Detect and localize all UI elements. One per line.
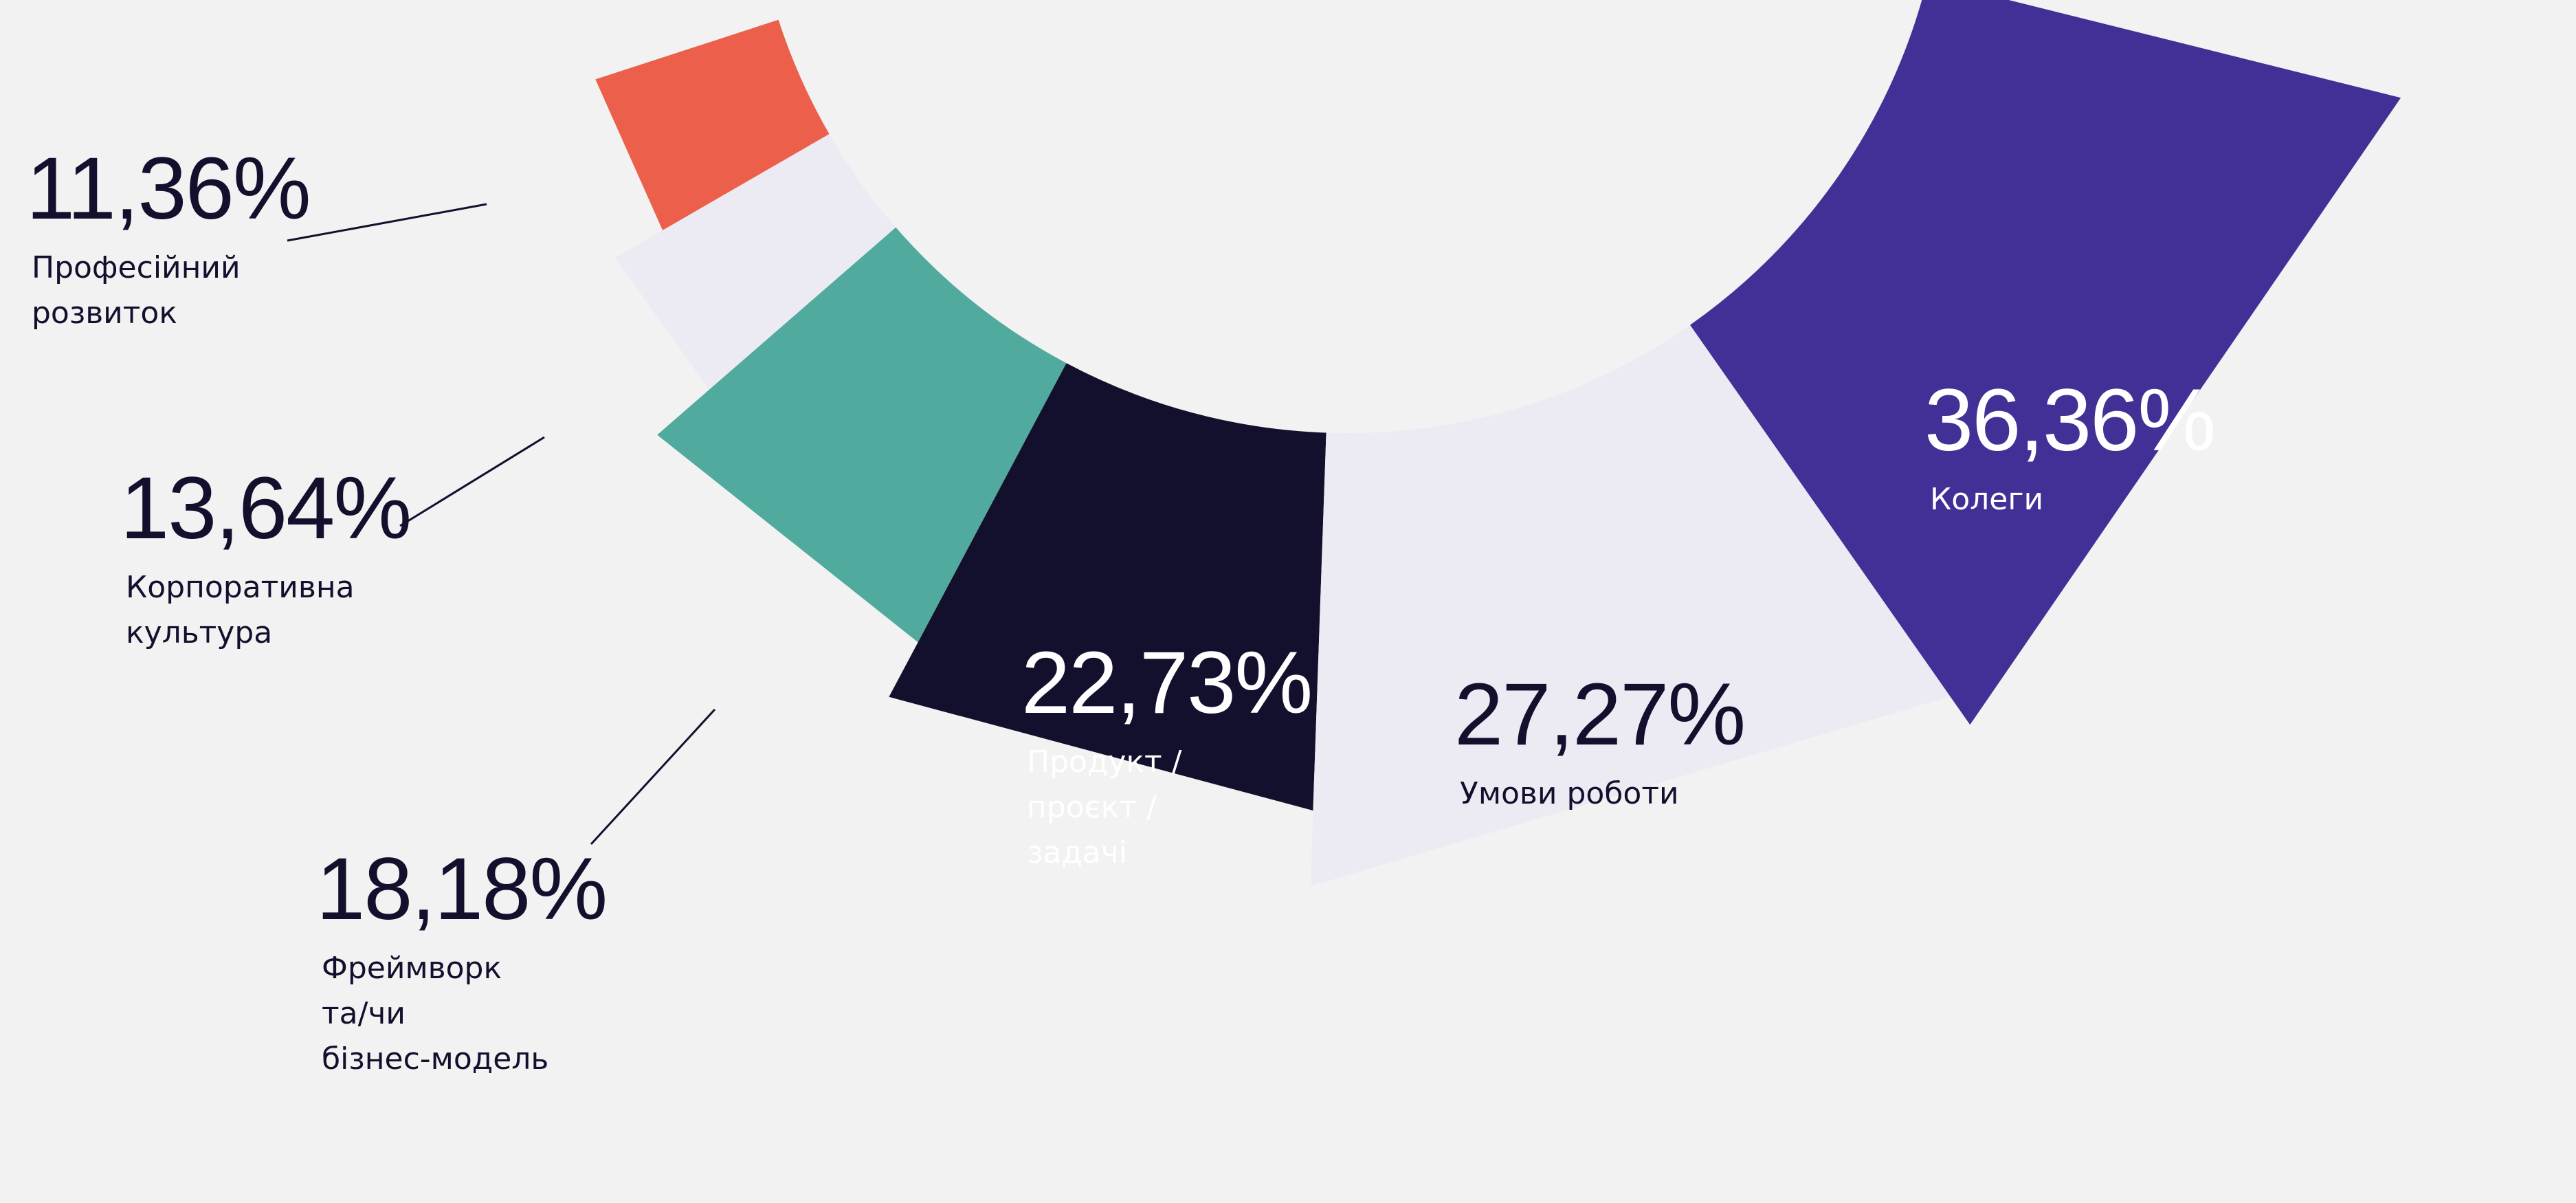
chart-category-label: та/чи: [322, 996, 406, 1031]
chart-value-label: 36,36%: [1924, 371, 2214, 470]
chart-category-label: Умови роботи: [1460, 776, 1679, 811]
chart-leader-lines: [287, 203, 716, 846]
chart-value-label: 18,18%: [316, 840, 606, 938]
chart-slice: [657, 227, 1067, 643]
chart-value-label: 11,36%: [26, 140, 310, 238]
chart-slice: [595, 19, 830, 231]
chart-category-label: культура: [126, 615, 272, 650]
chart-category-label: Професійний: [32, 250, 241, 285]
chart-category-label: Фреймворк: [322, 951, 502, 986]
chart-category-label: розвиток: [32, 296, 177, 331]
chart-category-label: бізнес-модель: [322, 1041, 548, 1077]
chart-labels: 11,36% Професійний розвиток 13,64% Корпорати…: [26, 140, 2216, 1077]
chart-category-label: Корпоративна: [126, 570, 355, 605]
chart-slices: [595, 0, 2401, 887]
chart-category-label: проєкт /: [1027, 790, 1157, 825]
chart-category-label: Колеги: [1930, 482, 2043, 517]
chart-leader-line: [590, 708, 716, 846]
chart-leader-line: [399, 436, 545, 527]
chart-value-label: 22,73%: [1021, 634, 1311, 732]
chart-category-label: задачі: [1027, 835, 1127, 870]
chart-value-label: 13,64%: [120, 459, 410, 558]
chart-slice: [889, 363, 1326, 811]
chart-category-label: Продукт /: [1027, 744, 1182, 780]
chart-slice: [1310, 324, 1951, 887]
chart-leader-line: [287, 203, 487, 242]
chart-value-label: 27,27%: [1454, 665, 1744, 764]
chart-slice: [614, 134, 896, 390]
chart-slice: [1690, 0, 2401, 725]
